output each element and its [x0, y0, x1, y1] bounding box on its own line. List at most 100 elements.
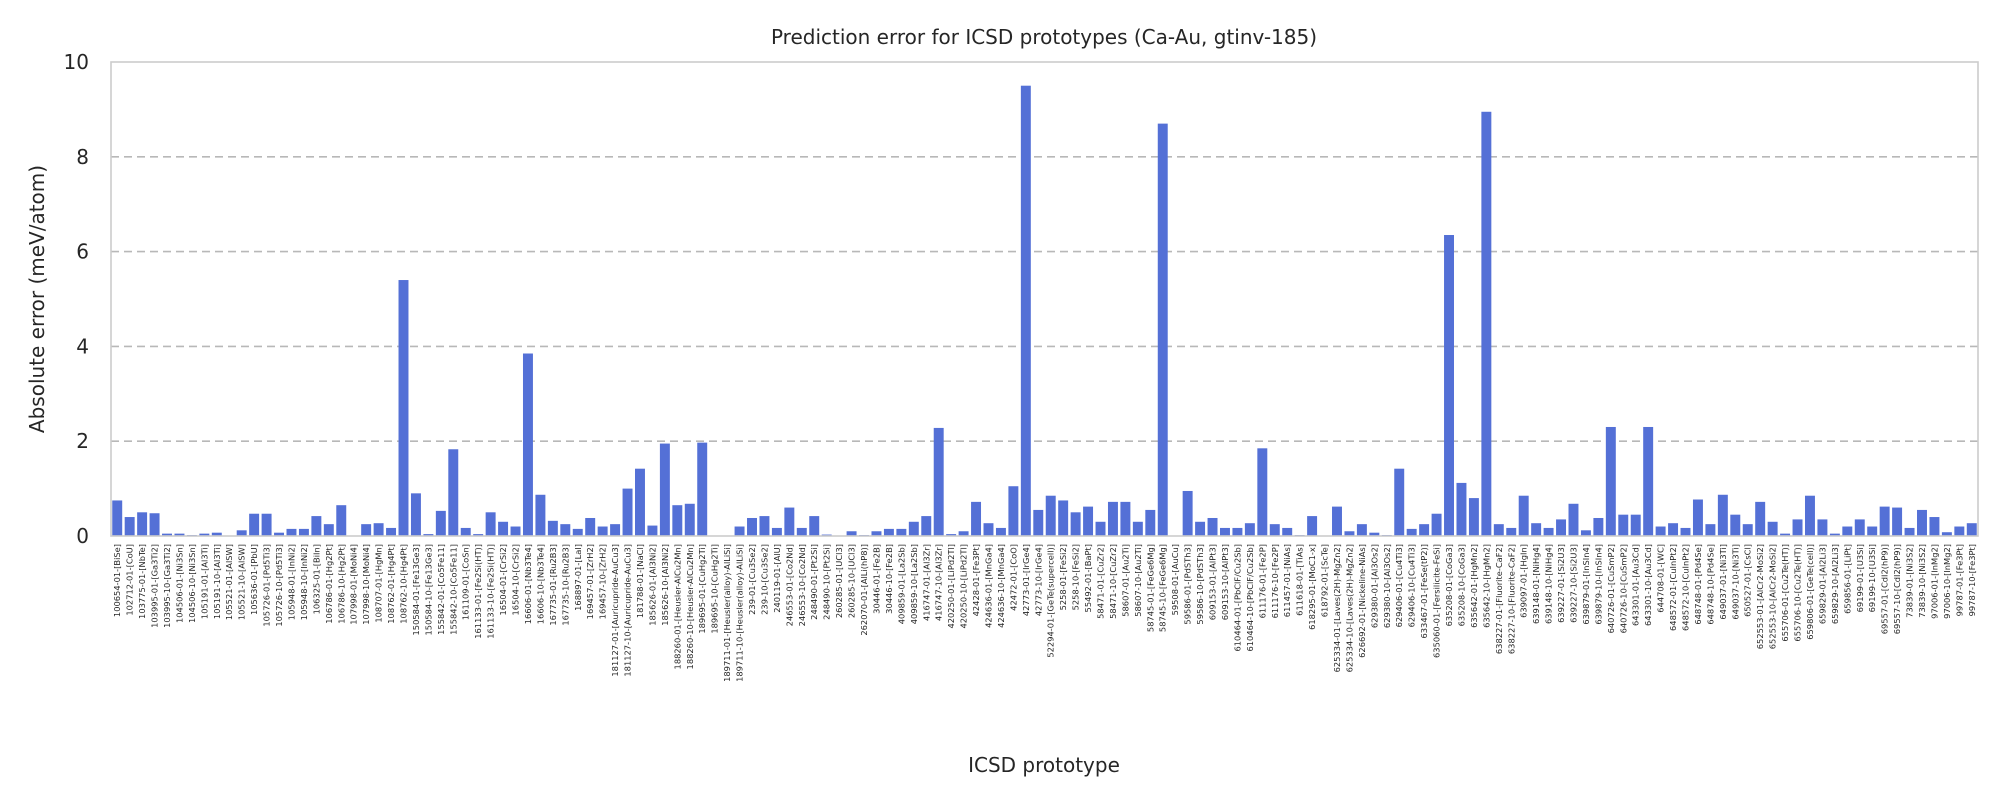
bar: [1755, 501, 1766, 536]
bar: [684, 503, 695, 536]
bar: [1929, 517, 1940, 536]
bar: [485, 512, 496, 536]
bar: [1917, 509, 1927, 536]
x-tick-label: 150584-01-[Fe13Ge3]: [411, 544, 421, 635]
bar: [211, 532, 222, 536]
bar: [597, 526, 608, 536]
bar: [1792, 519, 1803, 536]
bar: [1481, 111, 1492, 537]
bar: [274, 532, 285, 536]
x-tick-label: 248490-10-[Pt2Si]: [822, 544, 832, 620]
bar: [659, 443, 670, 536]
bar: [1643, 426, 1654, 536]
bar: [137, 512, 148, 536]
bar: [547, 520, 558, 536]
x-tick-label: 246553-01-[Co2Nd]: [784, 544, 794, 626]
bar: [460, 527, 471, 536]
bar: [1742, 524, 1753, 536]
x-tick-label: 161109-01-[CoSn]: [461, 544, 471, 620]
bar: [1854, 519, 1865, 536]
x-tick-label: 42773-10-[IrGe4]: [1033, 544, 1043, 616]
x-tick-label: 99787-01-[Fe3Pt]: [1954, 544, 1964, 616]
x-tick-label: 639879-10-[InSIn4]: [1593, 544, 1603, 625]
x-tick-label: 648748-10-[Pd4Se]: [1705, 544, 1715, 625]
x-tick-label: 648572-01-[CuInPt2]: [1668, 544, 1678, 631]
bar: [361, 524, 372, 536]
x-tick-label: 629406-10-[Cu4Ti3]: [1407, 544, 1417, 627]
x-tick-label: 639148-10-[NiHg4]: [1544, 544, 1554, 624]
bars: [112, 85, 1977, 537]
x-tick-label: 638227-10-[Fluorite-CaF2]: [1506, 544, 1516, 654]
bar: [1717, 494, 1728, 536]
x-tick-label: 659856-01-[LiPt]: [1842, 544, 1852, 614]
x-tick-label: 69557-01-[CdI2(hP9)]: [1880, 544, 1890, 634]
x-tick-label: 58471-10-[CuZr2]: [1108, 544, 1118, 619]
bar: [1008, 486, 1019, 536]
x-tick-label: 150584-10-[Fe13Ge3]: [423, 544, 433, 635]
x-tick-label: 609153-10-[AlPt3]: [1220, 544, 1230, 620]
bar: [112, 500, 123, 536]
x-tick-label: 105191-01-[Al3Ti]: [199, 544, 209, 619]
bar: [971, 501, 982, 536]
bar: [672, 505, 683, 536]
x-tick-label: 640726-10-[CuSmP2]: [1618, 544, 1628, 633]
bar: [1767, 521, 1778, 536]
bar: [435, 510, 446, 536]
bar: [933, 427, 944, 536]
x-tick-label: 105636-01-[PbU]: [249, 544, 259, 615]
bar: [1356, 524, 1367, 536]
bar: [236, 530, 247, 536]
x-tick-label: 262070-01-[AlLi(hP8)]: [859, 544, 869, 636]
x-tick-label: 189711-01-[Heusler(alloy)-AlLiSi]: [722, 544, 732, 682]
x-tick-label: 648572-10-[CuInPt2]: [1681, 544, 1691, 631]
bar: [1431, 513, 1442, 536]
bar: [1730, 514, 1741, 536]
x-tick-label: 635642-10-[HgMn2]: [1481, 544, 1491, 628]
x-tick-label: 625334-10-[Laves(2H)-MgZn2]: [1344, 544, 1354, 672]
bar: [560, 524, 571, 536]
bar: [1879, 506, 1890, 536]
x-tick-label: 424636-01-[MnGa4]: [983, 544, 993, 628]
bar: [336, 505, 347, 536]
gridlines: [111, 156, 1978, 443]
bar: [1531, 523, 1542, 536]
x-tick-label: 185626-10-[Al3Ni2]: [660, 544, 670, 626]
bar: [1493, 524, 1504, 536]
bar: [1033, 509, 1044, 536]
x-tick-label: 639879-01-[InSIn4]: [1581, 544, 1591, 625]
x-tick-label: 629380-01-[Al3Os2]: [1369, 544, 1379, 628]
x-tick-label: 248490-01-[Pt2Si]: [809, 544, 819, 620]
bar: [1618, 514, 1629, 536]
bar: [635, 468, 645, 536]
x-tick-label: 181127-10-[Auricupride-AuCu3]: [623, 544, 633, 677]
bar: [199, 533, 210, 536]
x-tick-label: 648748-01-[Pd4Se]: [1693, 544, 1703, 625]
x-tick-label: 618295-01-[MoC1-x]: [1307, 544, 1317, 630]
bar: [1070, 512, 1081, 536]
x-tick-label: 611176-01-[Fe2P]: [1257, 544, 1267, 618]
x-tick-label: 102712-01-[CoU]: [125, 544, 135, 616]
x-tick-label: 639227-10-[Si2U3]: [1568, 544, 1578, 623]
x-tick-label: 639097-01-[HgIn]: [1519, 544, 1529, 618]
x-tick-label: 58607-10-[Au2Ti]: [1133, 544, 1143, 617]
x-tick-label: 58745-10-[FeGe6Mg]: [1158, 544, 1168, 632]
x-tick-label: 611176-10-[Fe2P]: [1270, 544, 1280, 618]
x-tick-label: 105521-10-[AlSW]: [237, 544, 247, 620]
x-tick-label: 59586-10-[PdSTh3]: [1195, 544, 1205, 625]
bar: [958, 531, 969, 536]
bar: [1817, 519, 1828, 536]
x-tick-label: 655706-10-[Cu2Te(HT)]: [1793, 544, 1803, 642]
bar: [1307, 516, 1318, 536]
bar: [1568, 503, 1579, 536]
bar: [1419, 524, 1430, 536]
x-tick-label: 5258-10-[FeSi2]: [1071, 544, 1081, 610]
x-tick-label: 611457-01-[NiAs]: [1282, 544, 1292, 617]
x-tick-label: 105521-01-[AlSW]: [224, 544, 234, 620]
x-tick-label: 643301-01-[Au3Cd]: [1631, 544, 1641, 626]
bar: [1058, 500, 1069, 536]
bar: [373, 523, 384, 536]
x-tick-label: 635208-10-[CoGa3]: [1456, 544, 1466, 626]
x-tick-label: 168897-01-[LaI]: [573, 544, 583, 611]
x-tick-label: 635208-01-[CoGa3]: [1444, 544, 1454, 626]
bar: [1444, 235, 1454, 536]
